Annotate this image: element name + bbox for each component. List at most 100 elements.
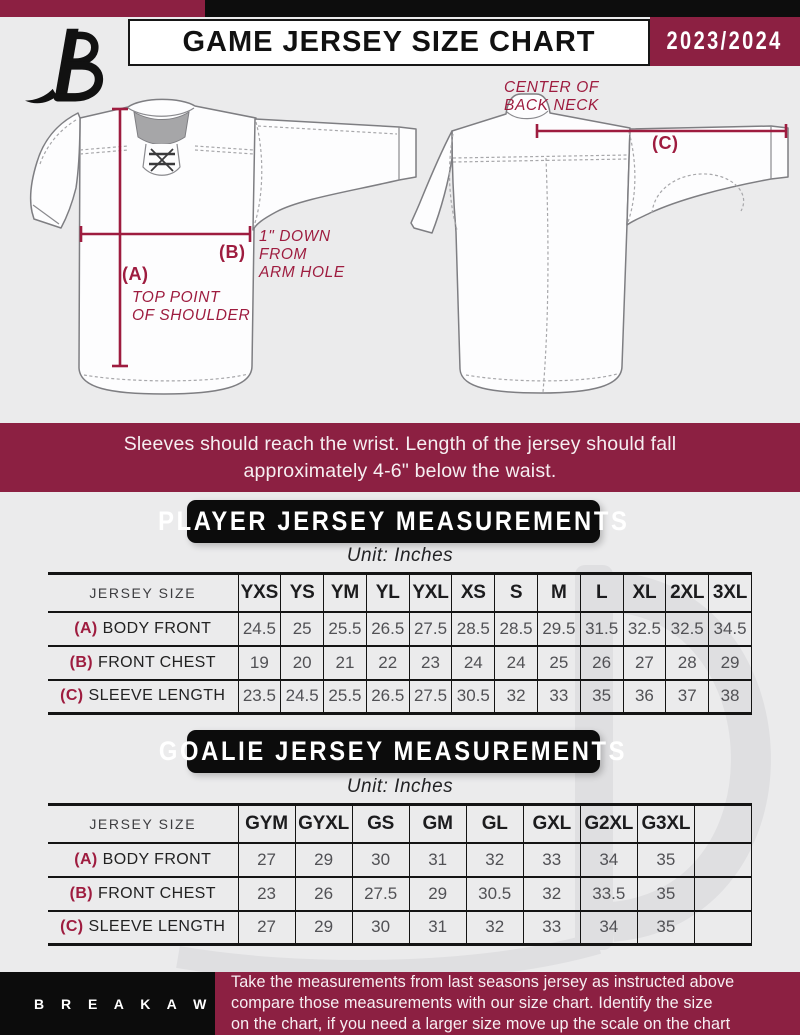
measurement-cell: 26 [294, 876, 353, 912]
measurement-cell: 30.5 [465, 876, 524, 912]
label-a-tag: (A) [122, 264, 149, 284]
measurement-cell: 27.5 [408, 679, 452, 714]
label-c-caption-2: BACK NECK [504, 97, 599, 114]
page-title: GAME JERSEY SIZE CHART [182, 26, 596, 58]
size-column-header: G2XL [579, 804, 638, 844]
footer-instruction-line-2: compare those measurements with our size… [231, 994, 713, 1012]
measurement-cell: 31.5 [579, 611, 624, 647]
breakaway-logo [25, 28, 104, 104]
measurement-cell: 25.5 [323, 679, 367, 714]
measurement-cell: 25.5 [323, 611, 367, 647]
measurement-cell: 22 [365, 645, 410, 681]
measurement-name: FRONT CHEST [98, 884, 216, 902]
fit-notice-line-2: approximately 4-6" below the waist. [243, 459, 557, 482]
measurement-cell: 24 [494, 645, 538, 681]
measurement-cell: 30 [351, 910, 410, 945]
goalie-measurements-table: JERSEY SIZE GYM GYXL GS GM GL GXL G2XL G3XL (A) BO… [48, 803, 753, 946]
front-jersey-left-sleeve [29, 112, 81, 229]
measurement-cell: 26.5 [365, 611, 410, 647]
fit-notice-banner: Sleeves should reach the wrist. Length o… [0, 423, 800, 492]
goalie-section-title: GOALIE JERSEY MEASUREMENTS [159, 736, 628, 766]
measurement-cell: 31 [408, 910, 467, 945]
measurement-tag: (C) [60, 918, 84, 936]
measurement-cell: 35 [636, 876, 695, 912]
jersey-size-corner-label: JERSEY SIZE [48, 573, 238, 613]
measurement-cell: 33 [522, 910, 581, 945]
measurement-cell: 37 [665, 679, 709, 714]
measurement-cell: 35 [636, 842, 695, 878]
label-c-caption-1: CENTER OF [504, 79, 600, 96]
footer-instruction-line-1: Take the measurements from last seasons … [231, 973, 735, 991]
back-jersey-drawing [410, 93, 789, 394]
measurement-tag: (B) [69, 653, 94, 671]
measurement-cell: 29 [294, 842, 353, 878]
measurement-name: BODY FRONT [102, 850, 212, 868]
size-column-header: YS [280, 573, 324, 613]
measurement-cell: 32 [494, 679, 538, 714]
measurement-cell: 28.5 [494, 611, 538, 647]
size-column-header: YXL [408, 573, 452, 613]
measurement-cell: 32.5 [665, 611, 709, 647]
table-row: (B) FRONT CHEST 23 26 27.5 29 30.5 32 33.5 35 [48, 876, 753, 912]
front-collar-inner [133, 110, 190, 145]
label-c-tag: (C) [652, 133, 679, 153]
measurement-row-label: (B) FRONT CHEST [48, 876, 238, 912]
measurement-cell: 33 [522, 842, 581, 878]
back-jersey-left-sleeve [410, 130, 453, 234]
measurement-cell: 29.5 [536, 611, 581, 647]
top-strip-black [205, 0, 800, 17]
measurement-cell: 23 [237, 876, 296, 912]
measurement-cell: 28 [665, 645, 709, 681]
footer-instructions: Take the measurements from last seasons … [215, 972, 800, 1035]
season-badge: 2023/2024 [650, 17, 800, 66]
measurement-labels: (A) TOP POINT OF SHOULDER (B) 1" DOWN FR… [122, 79, 679, 324]
measurement-cell: 32.5 [622, 611, 666, 647]
measurement-row-label: (B) FRONT CHEST [48, 645, 238, 681]
measurement-tag: (A) [74, 619, 98, 637]
measurement-cell: 25 [536, 645, 581, 681]
measurement-cell [693, 910, 753, 945]
player-section-banner: PLAYER JERSEY MEASUREMENTS [158, 500, 627, 543]
footer-brand-block: B R E A K A W A Y [0, 972, 258, 1035]
front-jersey-drawing [29, 98, 417, 395]
footer-instruction-line-3: on the chart, if you need a larger size … [231, 1015, 731, 1033]
measurement-row-label: (C) SLEEVE LENGTH [48, 911, 238, 945]
season-label: 2023/2024 [666, 27, 784, 55]
label-b-tag: (B) [219, 242, 246, 262]
table-row: (C) SLEEVE LENGTH 23.5 24.5 25.5 26.5 27.5 30.5… [48, 679, 752, 714]
back-jersey-right-sleeve [626, 125, 789, 226]
footer-brand-name: B R E A K A W A Y [34, 995, 265, 1012]
size-column-header: YM [323, 573, 367, 613]
label-a-caption-2: OF SHOULDER [132, 307, 250, 324]
size-column-header: XS [451, 573, 495, 613]
size-column-header [693, 804, 753, 844]
footer: B R E A K A W A Y Take the measurements … [0, 972, 800, 1035]
player-section-title: PLAYER JERSEY MEASUREMENTS [157, 506, 630, 536]
back-seams [448, 131, 745, 393]
table-row: (C) SLEEVE LENGTH 27 29 30 31 32 33 34 35 [48, 910, 753, 945]
measurement-cell: 27.5 [408, 611, 452, 647]
player-unit-label: Unit: Inches [346, 545, 454, 566]
size-column-header: GS [351, 804, 410, 844]
measurement-cell: 24 [451, 645, 495, 681]
size-column-header: GL [465, 804, 524, 844]
measurement-cell: 35 [579, 679, 624, 714]
measurement-cell: 27.5 [351, 876, 410, 912]
top-strip-maroon [0, 0, 205, 17]
measurement-lines [79, 107, 788, 368]
measurement-cell: 26.5 [365, 679, 410, 714]
size-column-header: YL [365, 573, 410, 613]
measurement-cell: 29 [294, 910, 353, 945]
label-b-caption-3: ARM HOLE [258, 264, 345, 281]
measurement-cell: 27 [237, 842, 296, 878]
size-column-header: GXL [522, 804, 581, 844]
measurement-cell: 28.5 [451, 611, 495, 647]
measurement-name: BODY FRONT [102, 619, 212, 637]
goalie-section-banner: GOALIE JERSEY MEASUREMENTS [159, 730, 625, 773]
size-column-header: S [494, 573, 538, 613]
measurement-cell: 25 [280, 611, 324, 647]
measurement-cell: 30 [351, 842, 410, 878]
front-jersey-body [78, 98, 257, 395]
measurement-cell: 29 [408, 876, 467, 912]
table-row: (A) BODY FRONT 27 29 30 31 32 33 34 35 [48, 842, 753, 878]
